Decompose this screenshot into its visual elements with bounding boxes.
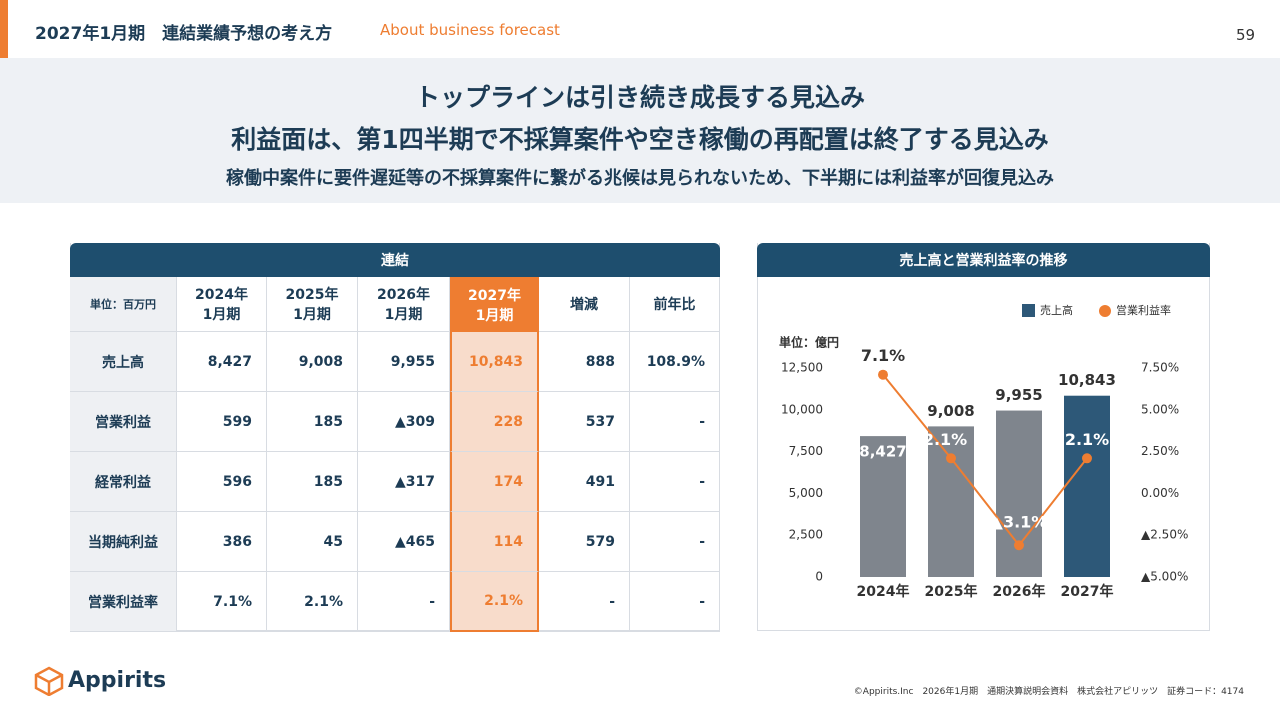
cell: - [358,572,450,632]
column-header: 単位：百万円 [70,277,177,332]
cell: 114 [450,512,539,572]
row-header: 営業利益 [70,392,177,452]
column-header: 増減 [539,277,630,332]
bar-label: 9,008 [927,402,974,420]
y-tick-label: 5,000 [789,486,823,500]
y2-tick-label: 5.00% [1141,402,1179,416]
row-header: 営業利益率 [70,572,177,632]
line-point [1082,453,1092,464]
headline-band: トップラインは引き続き成長する見込み 利益面は、第1四半期で不採算案件や空き稼働… [0,58,1280,203]
cell: ▲309 [358,392,450,452]
cell: 491 [539,452,630,512]
cell: - [630,392,720,452]
cell: 174 [450,452,539,512]
y2-tick-label: ▲2.50% [1141,528,1188,542]
headline: トップラインは引き続き成長する見込み [414,83,865,112]
cell: 9,955 [358,332,450,392]
column-header: 2026年 1月期 [358,277,450,332]
y2-tick-label: ▲5.00% [1141,570,1188,584]
legend-label: 営業利益率 [1116,303,1171,317]
page-number: 59 [1236,26,1256,44]
bar-label: 8,427 [859,443,906,461]
y-tick-label: 0 [815,570,823,584]
line-point [1014,540,1024,551]
x-tick-label: 2025年 [925,583,978,600]
accent [0,0,8,58]
cell: 8,427 [177,332,267,392]
copyright: ©Appirits.Inc 2026年1月期 通期決算説明会資料 株式会社アピリ… [853,687,1244,697]
cell: - [630,512,720,572]
unit-label: 単位：億円 [779,335,839,350]
bar-label: 9,955 [995,386,1042,404]
line-label: 7.1% [861,346,905,365]
row-header: 売上高 [70,332,177,392]
cell: 45 [267,512,358,572]
line [882,374,1088,547]
cell: 185 [267,452,358,512]
line-label: 2.1% [1065,430,1109,449]
logo-icon [34,666,64,696]
cell: 596 [177,452,267,512]
legend-swatch [1099,305,1111,317]
y-tick-label: 12,500 [781,361,823,375]
cell: - [539,572,630,632]
row-header: 経常利益 [70,452,177,512]
chart-panel: 売上高と営業利益率の推移 [757,243,1210,631]
y2-tick-label: 7.50% [1141,361,1179,375]
headline-sub: 稼働中案件に要件遅延等の不採算案件に繋がる兆候は見られないため、下半期には利益率… [226,168,1054,189]
column-header: 2027年 1月期 [450,277,539,332]
chart: 0 2,500 5,000 7,500 10,000 12,500 ▲5.00% ▲2.50%… [779,303,1188,600]
column-header: 2025年 1月期 [267,277,358,332]
x-tick-label: 2027年 [1061,583,1114,600]
legend-label: 売上高 [1040,303,1073,317]
y2-tick-label: 2.50% [1141,444,1179,458]
y2-tick-label: 0.00% [1141,486,1179,500]
headline: 利益面は、第1四半期で不採算案件や空き稼働の再配置は終了する見込み [231,125,1049,154]
line-label: ▲3.1% [991,513,1048,532]
cell: 228 [450,392,539,452]
row-header: 当期純利益 [70,512,177,572]
cell: 9,008 [267,332,358,392]
bar [996,410,1042,577]
y-tick-label: 2,500 [789,528,823,542]
cell: 10,843 [450,332,539,392]
line-label: 2.1% [923,430,967,449]
bar [1064,395,1110,577]
line-point [946,453,956,464]
header-title: 2027年1月期 連結業績予想の考え方 [35,24,333,44]
cell: 579 [539,512,630,572]
cell: 7.1% [177,572,267,632]
bar [860,436,906,577]
cell: 599 [177,392,267,452]
y-tick-label: 7,500 [789,444,823,458]
x-tick-label: 2024年 [857,583,910,600]
cell: 2.1% [267,572,358,632]
cell: ▲317 [358,452,450,512]
y-tick-label: 10,000 [781,402,823,416]
line-point [878,369,888,380]
cell: - [630,452,720,512]
table-title: 連結 [70,243,720,277]
legend-swatch [1022,304,1035,317]
cell: 888 [539,332,630,392]
cell: 185 [267,392,358,452]
column-header: 前年比 [630,277,720,332]
cell: - [630,572,720,632]
table: 連結 単位：百万円 2024年 1月期 2025年 1月期 2026年 1月期 2027… [70,243,720,632]
column-header: 2024年 1月期 [177,277,267,332]
cell: 108.9% [630,332,720,392]
x-tick-label: 2026年 [993,583,1046,600]
header-subtitle: About business forecast [380,21,560,39]
cell: 537 [539,392,630,452]
cell: ▲465 [358,512,450,572]
chart-title: 売上高と営業利益率の推移 [757,243,1210,277]
bar-label: 10,843 [1058,371,1116,389]
logo-text: Appirits [68,668,167,693]
cell: 2.1% [450,572,539,632]
cell: 386 [177,512,267,572]
bar [928,426,974,577]
